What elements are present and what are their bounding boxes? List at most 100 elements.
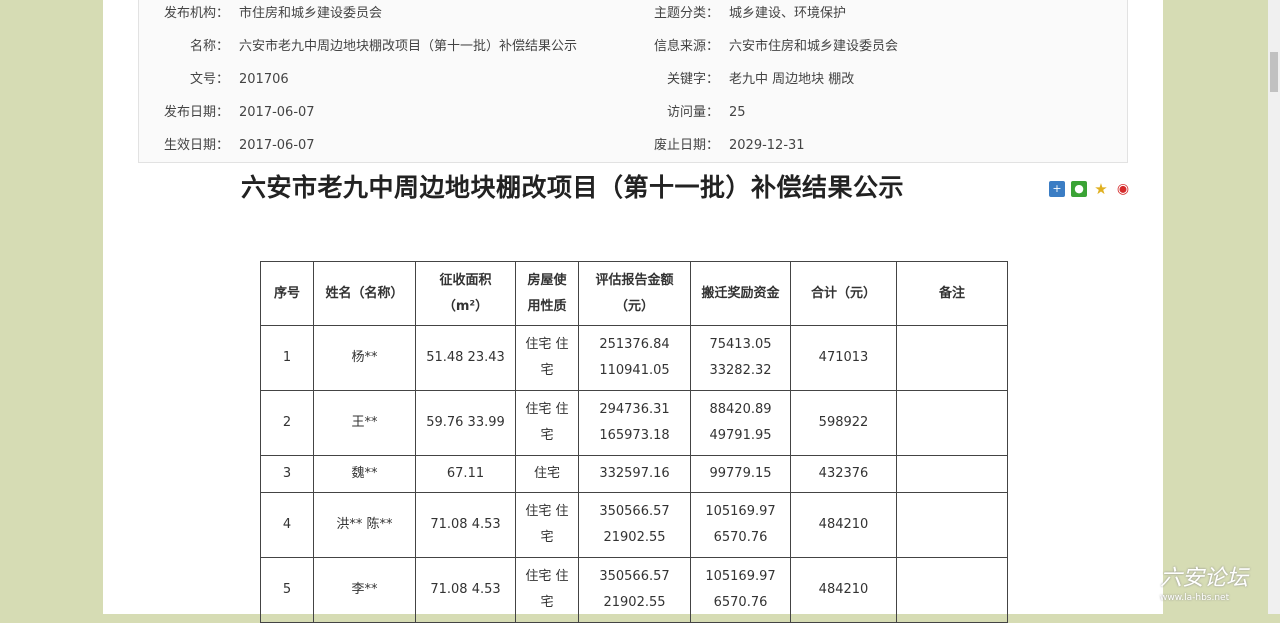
table-cell: 魏**: [313, 455, 416, 493]
table-cell: 杨**: [313, 325, 416, 391]
favorite-star-icon[interactable]: ★: [1094, 180, 1108, 198]
share-plus-icon[interactable]: +: [1049, 181, 1065, 197]
table-cell: 王**: [313, 390, 416, 456]
table-cell: 洪** 陈**: [313, 492, 416, 558]
cell-line: （元）: [614, 298, 654, 314]
cell-line: 宅: [540, 363, 554, 378]
table-row: 4 洪** 陈** 71.08 4.53 住宅 住宅 350566.57 21902.55…: [260, 492, 1008, 558]
info-panel: 发布机构： 市住房和城乡建设委员会 名称： 六安市老九中周边地块棚改项目（第十一批）补…: [138, 0, 1128, 163]
table-cell: 住宅: [515, 455, 579, 493]
cell-line: 21902.55: [603, 595, 666, 610]
table-cell: 332597.16: [578, 455, 691, 493]
info-row: 名称： 六安市老九中周边地块棚改项目（第十一批）补偿结果公示: [139, 37, 619, 57]
cell-line: 搬迁奖励资金: [701, 285, 780, 301]
cell-line: 33282.32: [709, 363, 772, 378]
table-cell: 2: [260, 390, 314, 456]
table-cell: 88420.89 49791.95: [690, 390, 791, 456]
info-label: 文号：: [189, 72, 229, 87]
cell-line: 合计（元）: [810, 285, 876, 301]
info-row: 信息来源： 六安市住房和城乡建设委员会: [629, 37, 1109, 57]
scrollbar[interactable]: [1268, 0, 1280, 614]
info-row: 访问量： 25: [629, 103, 1109, 123]
cell-line: 294736.31: [599, 402, 670, 417]
table-cell: [896, 492, 1008, 558]
page-title: 六安市老九中周边地块棚改项目（第十一批）补偿结果公示: [241, 173, 905, 202]
table-cell: 484210: [790, 557, 897, 623]
cell-line: 住宅 住: [525, 337, 569, 352]
cell-line: 征收面积: [439, 272, 492, 288]
cell-line: 251376.84: [599, 337, 670, 352]
cell-line: 用性质: [527, 298, 567, 314]
info-row: 生效日期： 2017-06-07: [139, 136, 619, 156]
weibo-icon[interactable]: ◉: [1116, 181, 1130, 197]
page-content: 发布机构： 市住房和城乡建设委员会 名称： 六安市老九中周边地块棚改项目（第十一批）补…: [103, 0, 1163, 623]
cell-line: 魏**: [351, 466, 378, 481]
info-label: 发布日期：: [163, 105, 229, 120]
table-cell: 471013: [790, 325, 897, 391]
column-header: 评估报告金额 （元）: [578, 261, 691, 326]
cell-line: 住宅: [533, 466, 560, 481]
info-value: 2029-12-31: [729, 138, 805, 153]
info-value: 城乡建设、环境保护: [729, 6, 847, 21]
cell-line: 99779.15: [709, 466, 772, 481]
cell-line: 471013: [818, 350, 869, 365]
cell-line: 484210: [818, 582, 869, 597]
column-header: 搬迁奖励资金: [690, 261, 791, 326]
scrollbar-thumb[interactable]: [1270, 52, 1278, 92]
cell-line: 住宅 住: [525, 402, 569, 417]
cell-line: 宅: [540, 530, 554, 545]
cell-line: 350566.57: [599, 504, 670, 519]
cell-line: 5: [282, 582, 292, 597]
table-row: 2 王** 59.76 33.99 住宅 住宅 294736.31 165973.18 88…: [260, 390, 1008, 456]
column-header: 房屋使 用性质: [515, 261, 579, 326]
table-cell: 67.11: [415, 455, 516, 493]
cell-line: 598922: [818, 415, 869, 430]
watermark-url: www.la-hbs.net: [1160, 593, 1230, 603]
cell-line: 105169.97: [705, 569, 776, 584]
compensation-table: 序号 姓名（名称） 征收面积 （m²） 房屋使 用性质 评估报告金额 （元） 搬迁奖励资金 合计（…: [260, 261, 1008, 623]
info-value: 2017-06-07: [239, 138, 315, 153]
info-label: 名称：: [189, 39, 229, 54]
table-cell: 484210: [790, 492, 897, 558]
cell-line: 宅: [540, 595, 554, 610]
table-cell: 75413.05 33282.32: [690, 325, 791, 391]
table-cell: 105169.97 6570.76: [690, 557, 791, 623]
info-label: 生效日期：: [163, 138, 229, 153]
cell-line: 1: [282, 350, 292, 365]
column-header: 备注: [896, 261, 1008, 326]
info-row: 发布机构： 市住房和城乡建设委员会: [139, 4, 619, 24]
table-cell: 住宅 住宅: [515, 325, 579, 391]
cell-line: 洪** 陈**: [336, 517, 393, 532]
cell-line: 105169.97: [705, 504, 776, 519]
table-cell: 住宅 住宅: [515, 390, 579, 456]
table-cell: 432376: [790, 455, 897, 493]
cell-line: 住宅 住: [525, 569, 569, 584]
cell-line: 350566.57: [599, 569, 670, 584]
info-value: 2017-06-07: [239, 105, 315, 120]
info-label: 关键字：: [666, 72, 719, 87]
cell-line: 165973.18: [599, 428, 670, 443]
info-label: 发布机构：: [163, 6, 229, 21]
cell-line: 宅: [540, 428, 554, 443]
column-header: 姓名（名称）: [313, 261, 416, 326]
cell-line: 房屋使: [527, 272, 567, 288]
column-header: 序号: [260, 261, 314, 326]
table-cell: 294736.31 165973.18: [578, 390, 691, 456]
wechat-icon[interactable]: ●: [1071, 181, 1087, 197]
info-row: 发布日期： 2017-06-07: [139, 103, 619, 123]
info-value: 201706: [239, 72, 289, 87]
share-bar: + ● ★ ◉: [1049, 181, 1131, 197]
table-cell: 598922: [790, 390, 897, 456]
cell-line: 备注: [938, 285, 965, 301]
cell-line: 4: [282, 517, 292, 532]
info-row: 关键字： 老九中 周边地块 棚改: [629, 70, 1109, 90]
cell-line: 67.11: [446, 466, 485, 481]
table-cell: 105169.97 6570.76: [690, 492, 791, 558]
cell-line: 李**: [351, 582, 378, 597]
cell-line: 21902.55: [603, 530, 666, 545]
table-row: 1 杨** 51.48 23.43 住宅 住宅 251376.84 110941.05 75…: [260, 325, 1008, 391]
cell-line: 484210: [818, 517, 869, 532]
cell-line: 71.08 4.53: [430, 517, 501, 532]
info-row: 文号： 201706: [139, 70, 619, 90]
table-row: 5 李** 71.08 4.53 住宅 住宅 350566.57 21902.55 1051…: [260, 557, 1008, 623]
